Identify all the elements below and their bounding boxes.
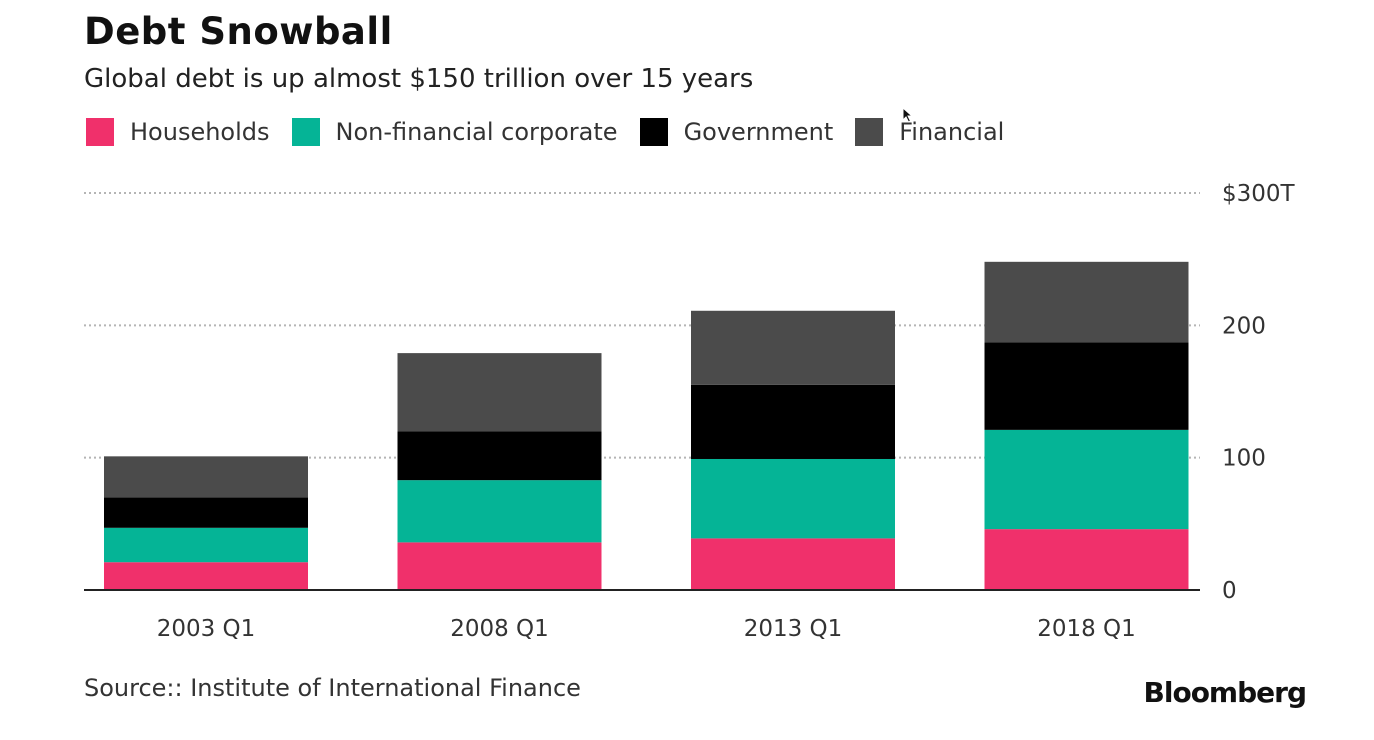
y-tick-label-0: 0 — [1222, 578, 1237, 604]
y-tick-label-300: $300T — [1222, 181, 1296, 207]
bar-2008-q1-non-financial-corporate — [397, 480, 602, 543]
bar-2013-q1-financial — [691, 310, 895, 385]
bar-2008-q1-households — [397, 542, 602, 590]
bar-2008-q1-government — [397, 431, 602, 481]
bar-2018-q1-households — [984, 529, 1189, 590]
legend-swatch-households — [86, 118, 114, 146]
bar-2003-q1-non-financial-corporate — [104, 527, 308, 563]
legend-item-households: Households — [86, 118, 270, 146]
legend-label-households: Households — [130, 118, 270, 146]
legend-label-financial: Financial — [899, 118, 1005, 146]
x-tick-label-0: 2003 Q1 — [157, 616, 256, 642]
source-note: Source:: Institute of International Fina… — [84, 674, 581, 702]
bar-2003-q1-financial — [104, 456, 308, 498]
legend-swatch-financial — [855, 118, 884, 146]
legend-item-government: Government — [639, 118, 834, 146]
y-tick-label-200: 200 — [1222, 313, 1266, 339]
chart-subtitle: Global debt is up almost $150 trillion o… — [84, 64, 754, 94]
legend-swatch-government — [639, 118, 668, 146]
bloomberg-logo: Bloomberg — [1143, 676, 1307, 709]
legend-item-financial: Financial — [855, 118, 1004, 146]
bar-2018-q1-financial — [984, 261, 1189, 343]
legend-swatch-non-financial-corporate — [291, 118, 320, 146]
legend-label-non-financial-corporate: Non-financial corporate — [335, 118, 618, 146]
x-tick-label-1: 2008 Q1 — [450, 616, 549, 642]
bar-2013-q1-non-financial-corporate — [691, 458, 895, 539]
bar-2003-q1-households — [104, 562, 308, 590]
x-tick-label-3: 2018 Q1 — [1037, 616, 1136, 642]
bar-2018-q1-non-financial-corporate — [984, 429, 1189, 530]
y-tick-label-100: 100 — [1222, 446, 1266, 472]
bar-2013-q1-households — [691, 538, 895, 590]
legend-label-government: Government — [683, 118, 834, 146]
mouse-cursor-icon — [902, 107, 914, 123]
bar-2018-q1-government — [984, 342, 1189, 430]
bar-2013-q1-government — [691, 384, 895, 459]
x-tick-label-2: 2013 Q1 — [744, 616, 843, 642]
bar-2008-q1-financial — [397, 353, 602, 432]
legend-item-non-financial-corporate: Non-financial corporate — [291, 118, 618, 146]
legend: Households Non-financial corporate Gover… — [86, 118, 1026, 146]
bar-2003-q1-government — [104, 497, 308, 528]
chart-title: Debt Snowball — [84, 10, 393, 53]
